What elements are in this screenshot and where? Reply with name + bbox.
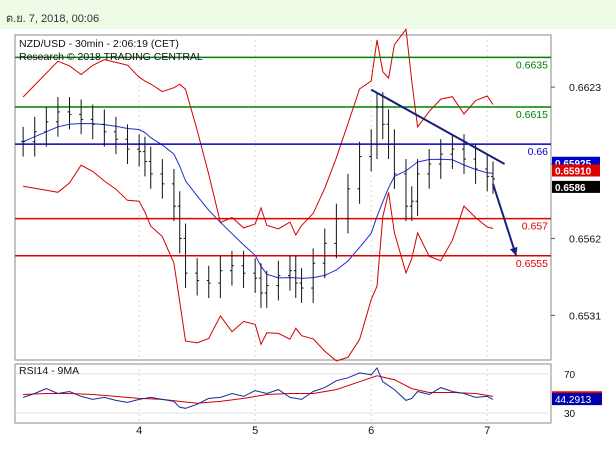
rsi-tag-box <box>552 393 602 406</box>
chart-title: NZD/USD - 30min - 2:06:19 (CET) <box>19 38 179 50</box>
lower-band-line <box>23 164 494 362</box>
rsi-line <box>22 366 494 409</box>
date-bar: ต.ย. 7, 2018, 00:06 <box>0 0 616 29</box>
rsi-tick-label: 70 <box>564 370 576 381</box>
rsi-ma-line <box>23 375 494 404</box>
price-tag-label: 0.65925 <box>555 159 592 170</box>
y-tick-label: 0.6562 <box>569 233 601 245</box>
price-tag-label: 0.6586 <box>555 183 586 194</box>
main-panel <box>14 34 552 361</box>
y-tick-label: 0.6623 <box>569 82 601 94</box>
level-label: 0.657 <box>522 221 548 233</box>
price-tag-box <box>552 180 600 193</box>
rsi-tag-label: 44.2913 <box>555 395 592 406</box>
y-tick-label: 0.6531 <box>569 310 601 322</box>
forecast-arrow-shaft <box>492 183 518 257</box>
resistance-trendline <box>370 88 506 165</box>
x-tick-label: 5 <box>252 425 258 437</box>
forecast-arrow-head <box>509 246 518 256</box>
rsi-tick-label: 30 <box>564 409 576 420</box>
rsi-label: RSI14 - 9MA <box>19 365 79 377</box>
level-label: 0.6635 <box>516 59 548 71</box>
upper-band-line <box>22 27 494 236</box>
level-label: 0.6555 <box>516 258 548 270</box>
x-tick-label: 7 <box>484 425 490 437</box>
level-label: 0.6615 <box>516 109 548 121</box>
level-label: 0.66 <box>528 146 549 158</box>
chart-subtitle: Research © 2018 TRADING CENTRAL <box>19 51 203 63</box>
x-tick-label: 6 <box>368 425 374 437</box>
date-text: ต.ย. 7, 2018, 00:06 <box>6 13 100 25</box>
price-tag-box <box>552 164 600 177</box>
x-tick-label: 4 <box>136 425 142 437</box>
price-tag-label: 0.65910 <box>555 166 592 177</box>
